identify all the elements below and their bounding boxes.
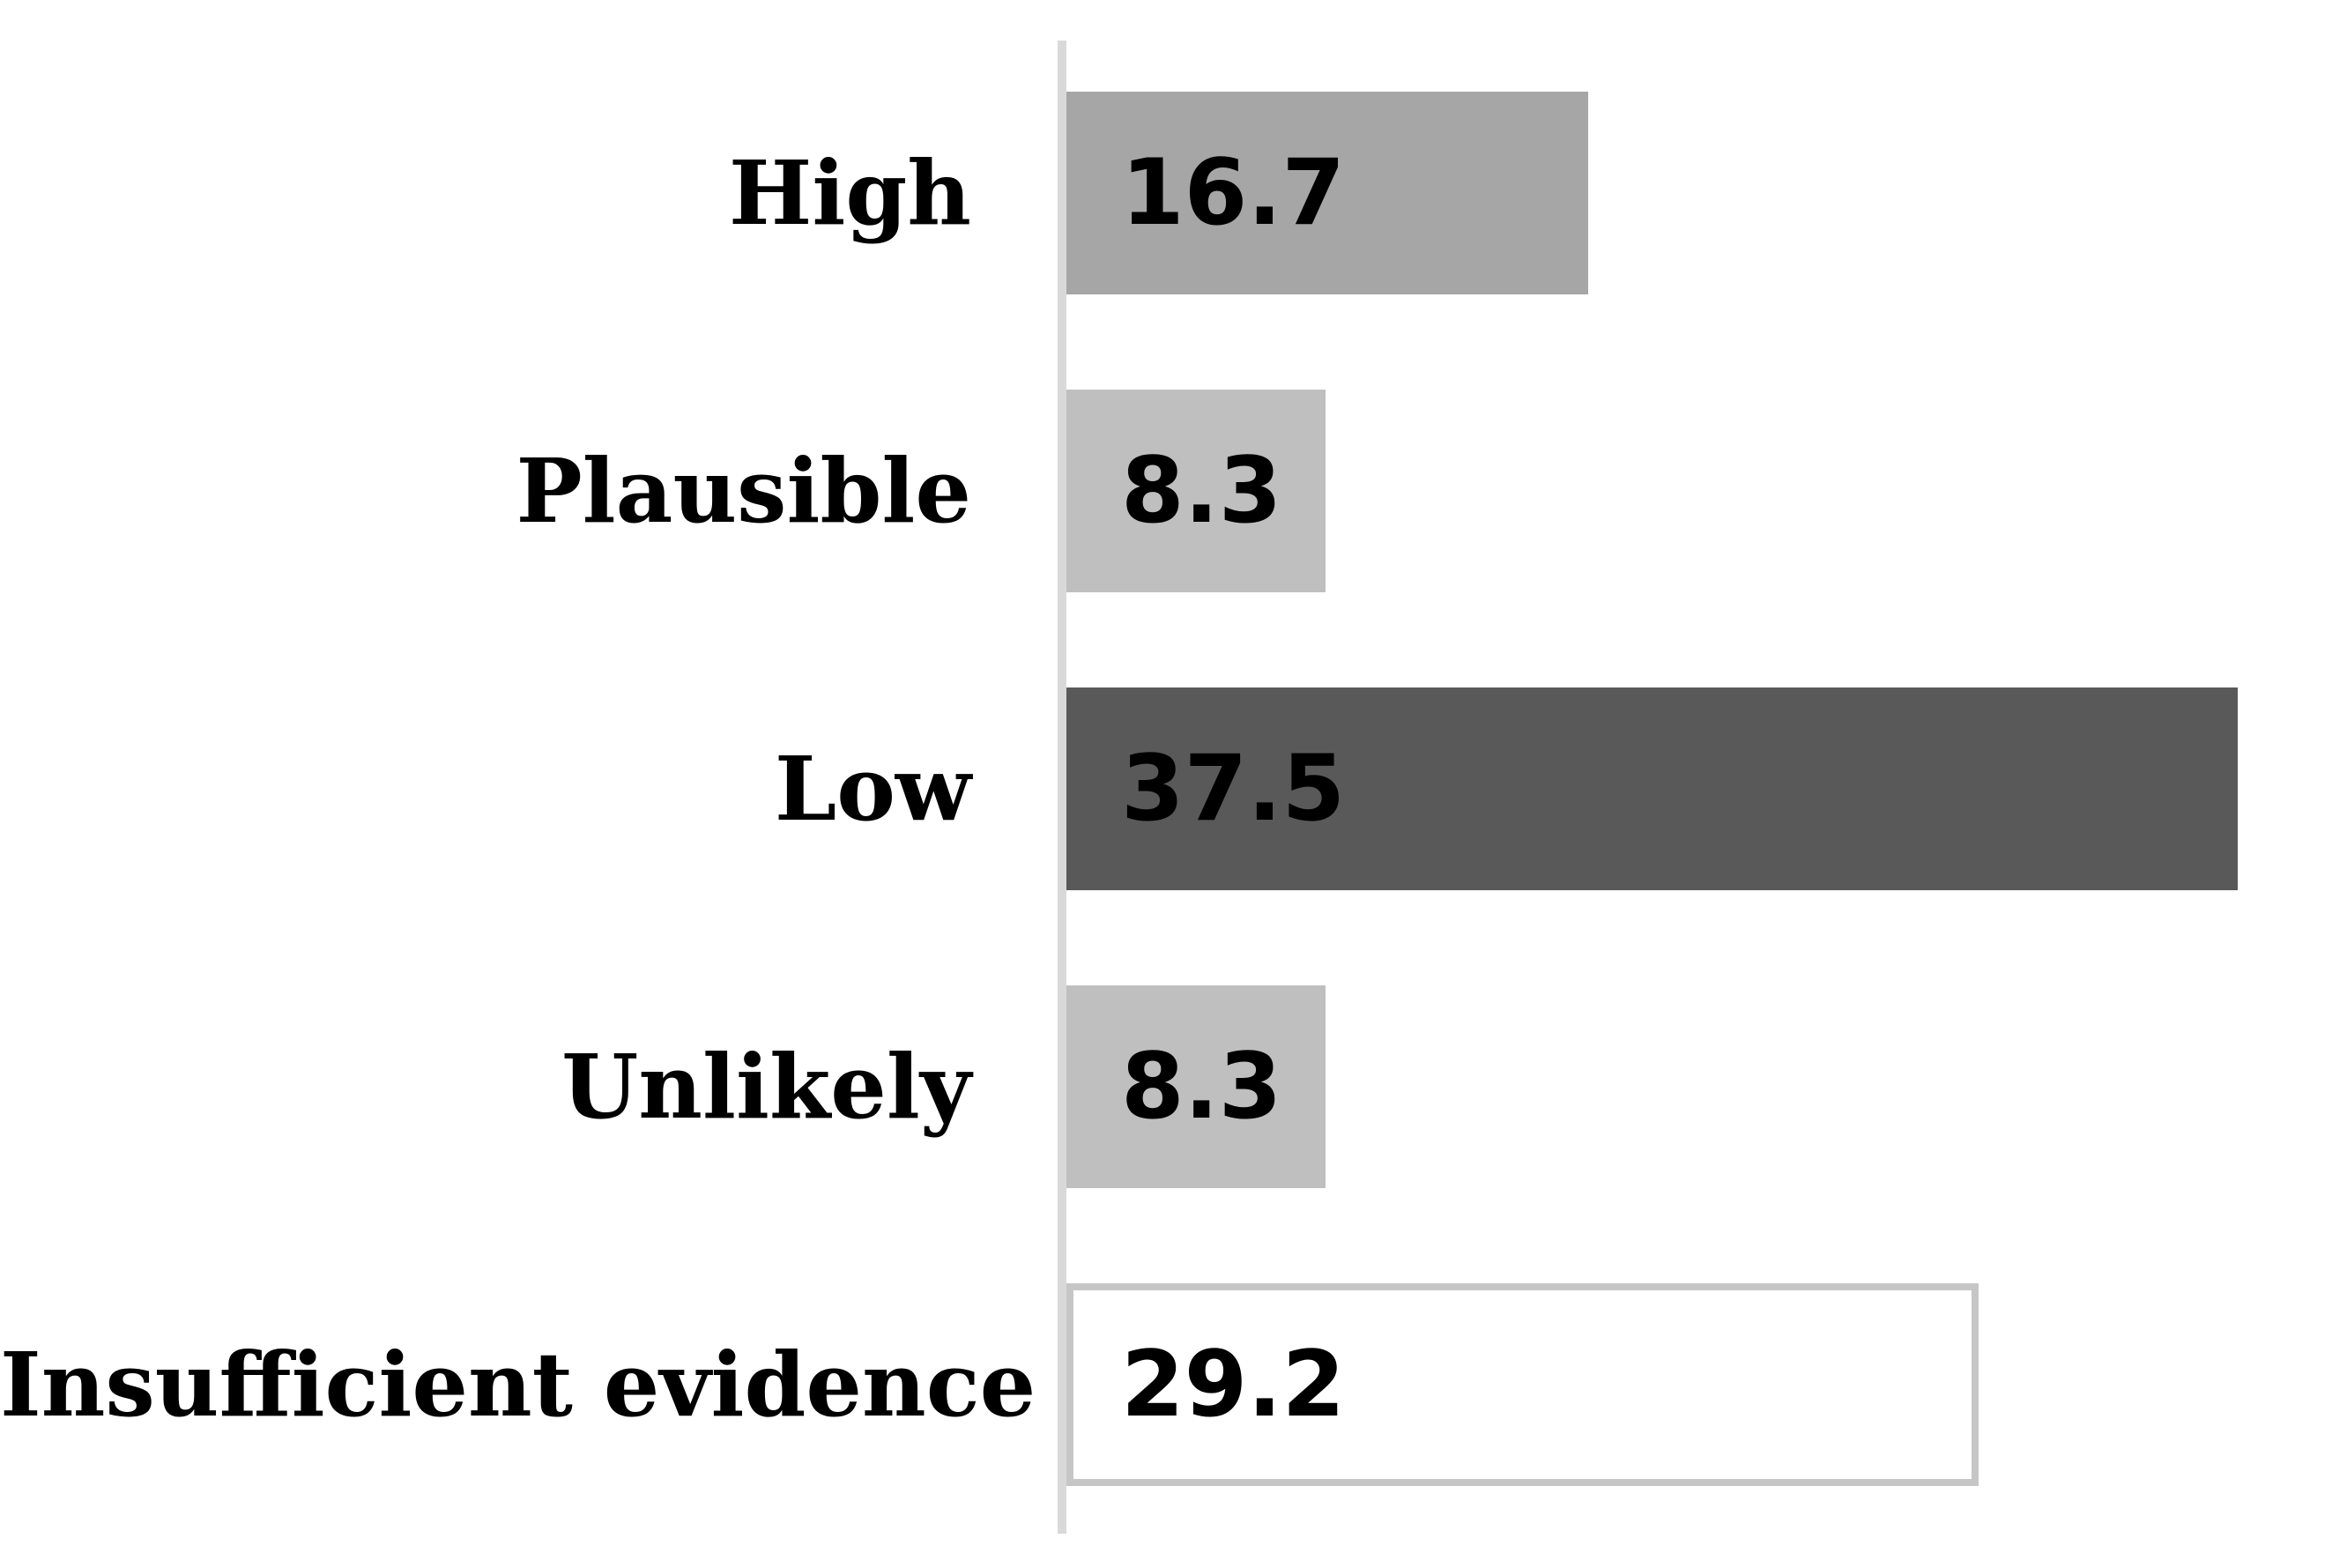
category-label: Unlikely bbox=[561, 1035, 971, 1139]
category-label: Plausible bbox=[516, 439, 971, 543]
value-label: 8.3 bbox=[1121, 437, 1282, 544]
bar-row: Plausible 8.3 bbox=[0, 342, 2347, 640]
bar: 8.3 bbox=[1066, 985, 1326, 1188]
bar-track: 8.3 bbox=[1066, 938, 2347, 1236]
bar: 8.3 bbox=[1066, 390, 1326, 592]
bar-row: Insufficient evidence 29.2 bbox=[0, 1236, 2347, 1534]
value-label: 8.3 bbox=[1121, 1033, 1282, 1140]
bar: 37.5 bbox=[1066, 687, 2238, 890]
bar-track: 8.3 bbox=[1066, 342, 2347, 640]
plot-area: High 16.7 Plausible 8.3 Low 37.5 Unlikel… bbox=[0, 44, 2347, 1534]
bar-row: Unlikely 8.3 bbox=[0, 938, 2347, 1236]
bar-row: Low 37.5 bbox=[0, 640, 2347, 938]
bar-track: 37.5 bbox=[1066, 640, 2347, 938]
category-label: High bbox=[728, 141, 971, 245]
category-label: Insufficient evidence bbox=[0, 1333, 1036, 1437]
value-label: 37.5 bbox=[1121, 735, 1346, 842]
value-label: 16.7 bbox=[1121, 139, 1346, 246]
bar: 16.7 bbox=[1066, 92, 1588, 294]
category-label: Low bbox=[774, 737, 971, 841]
bar-track: 16.7 bbox=[1066, 44, 2347, 342]
bar: 29.2 bbox=[1066, 1283, 1979, 1486]
bar-row: High 16.7 bbox=[0, 44, 2347, 342]
value-label: 29.2 bbox=[1121, 1331, 1346, 1438]
y-axis-line bbox=[1058, 41, 1066, 1534]
bar-track: 29.2 bbox=[1066, 1236, 2347, 1534]
